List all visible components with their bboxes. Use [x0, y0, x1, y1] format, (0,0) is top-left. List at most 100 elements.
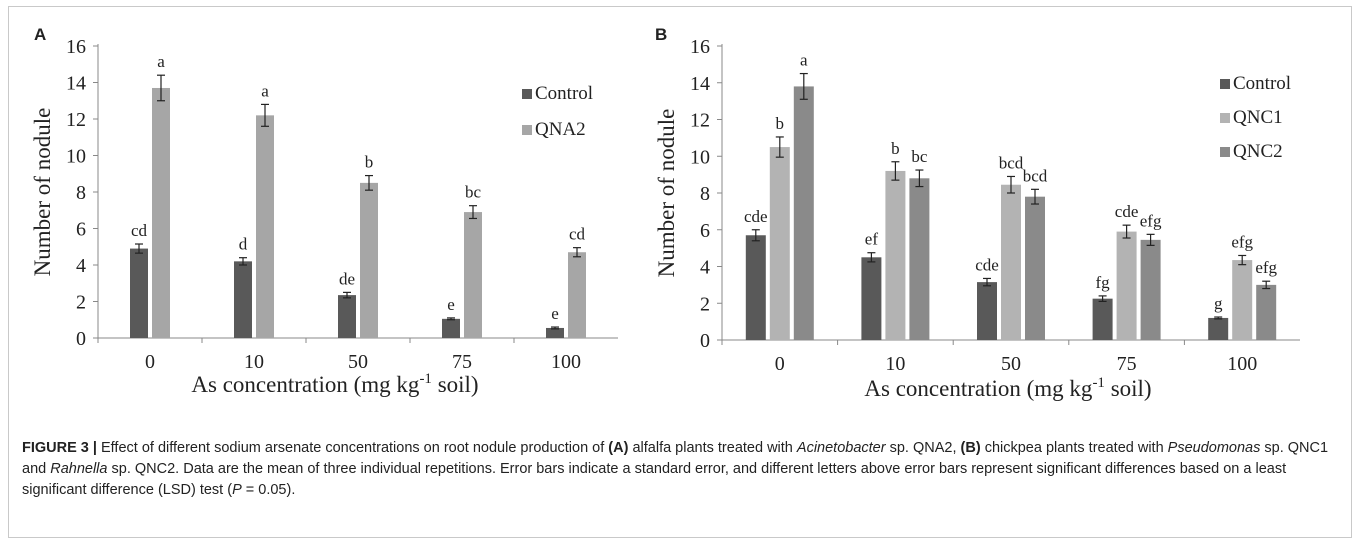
- caption-text: chickpea plants treated with: [980, 440, 1168, 456]
- significance-label: a: [800, 51, 808, 70]
- y-tick-label: 12: [66, 109, 86, 131]
- significance-label: b: [365, 153, 374, 172]
- significance-label: bc: [465, 183, 482, 202]
- caption-lead: FIGURE 3 |: [22, 440, 97, 456]
- bar: [338, 295, 356, 338]
- significance-label: cde: [1115, 202, 1139, 221]
- significance-label: bcd: [999, 153, 1024, 172]
- significance-label: fg: [1096, 273, 1111, 292]
- y-tick-label: 16: [66, 36, 86, 58]
- significance-label: efg: [1140, 211, 1162, 230]
- bar: [234, 261, 252, 338]
- figure-frame: [8, 6, 1352, 538]
- x-tick-label: 75: [1117, 353, 1137, 375]
- chart-a: A02468101214160cda10da50deb75ebc100ecdCo…: [30, 25, 1300, 401]
- caption-species: Pseudomonas: [1167, 440, 1261, 456]
- significance-label: b: [891, 139, 900, 158]
- significance-label: e: [551, 304, 559, 323]
- caption-text: sp. QNC2. Data are the mean of three ind…: [22, 461, 1287, 498]
- x-tick-label: 75: [452, 351, 472, 373]
- bar: [1208, 317, 1229, 340]
- significance-label: d: [239, 235, 248, 254]
- significance-label: efg: [1255, 258, 1277, 277]
- significance-label: b: [776, 114, 785, 133]
- x-axis-title-superscript: -1: [1092, 375, 1105, 391]
- legend-swatch: [1220, 147, 1230, 157]
- x-axis-title-text: soil): [432, 372, 479, 397]
- x-tick-label: 100: [551, 351, 581, 373]
- x-axis-title-text: soil): [1105, 376, 1152, 401]
- x-axis-title: As concentration (mg kg-1 soil): [191, 371, 478, 397]
- bar: [568, 252, 586, 338]
- caption-p-symbol: P: [232, 482, 242, 498]
- x-tick-label: 0: [775, 353, 785, 375]
- caption-text: alfalfa plants treated with: [628, 440, 797, 456]
- panel-letter: A: [34, 25, 46, 44]
- significance-label: g: [1214, 294, 1223, 313]
- x-axis-title-superscript: -1: [419, 371, 432, 387]
- y-tick-label: 0: [700, 330, 710, 352]
- bar: [442, 318, 460, 338]
- y-tick-label: 10: [690, 146, 710, 168]
- legend-label: QNC2: [1233, 141, 1283, 162]
- bar: [130, 248, 148, 338]
- bar: [256, 115, 274, 338]
- caption-ref-a: (A): [608, 440, 629, 456]
- y-tick-label: 0: [76, 328, 86, 350]
- y-tick-label: 8: [700, 183, 710, 205]
- y-tick-label: 16: [690, 36, 710, 58]
- bar: [769, 147, 790, 340]
- bar: [546, 327, 564, 338]
- legend-label: Control: [1233, 73, 1291, 94]
- x-tick-label: 100: [1227, 353, 1257, 375]
- panel-letter: B: [655, 25, 667, 44]
- caption-text: = 0.05).: [241, 482, 296, 498]
- y-tick-label: 8: [76, 182, 86, 204]
- y-axis-title: Number of nodule: [654, 109, 679, 278]
- significance-label: a: [261, 81, 269, 100]
- bar: [745, 235, 766, 340]
- significance-label: a: [157, 52, 165, 71]
- bar: [152, 87, 170, 338]
- y-tick-label: 2: [700, 293, 710, 315]
- bar: [1140, 239, 1161, 340]
- x-tick-label: 0: [145, 351, 155, 373]
- significance-label: efg: [1231, 232, 1253, 251]
- y-axis-title: Number of nodule: [30, 108, 55, 277]
- bar: [793, 86, 814, 340]
- y-tick-label: 4: [76, 255, 86, 277]
- y-tick-label: 4: [700, 257, 710, 279]
- bar: [909, 178, 930, 340]
- x-axis-title-text: As concentration (mg kg: [864, 376, 1093, 401]
- x-tick-label: 50: [348, 351, 368, 373]
- significance-label: cde: [744, 207, 768, 226]
- caption-text: Effect of different sodium arsenate conc…: [96, 440, 609, 456]
- figure-caption: FIGURE 3 | Effect of different sodium ar…: [22, 438, 1342, 501]
- significance-label: ef: [865, 230, 879, 249]
- x-axis-title: As concentration (mg kg-1 soil): [864, 375, 1151, 401]
- bar: [1025, 196, 1045, 340]
- legend-swatch: [522, 125, 532, 135]
- bar: [977, 282, 997, 340]
- y-tick-label: 2: [76, 292, 86, 314]
- x-tick-label: 10: [244, 351, 264, 373]
- x-axis-title-text: As concentration (mg kg: [191, 372, 420, 397]
- y-tick-label: 6: [76, 219, 86, 241]
- x-tick-label: 50: [1001, 353, 1021, 375]
- significance-label: de: [339, 269, 355, 288]
- bar: [1232, 260, 1253, 340]
- significance-label: cd: [569, 225, 586, 244]
- legend-label: QNA2: [535, 119, 586, 140]
- bar: [861, 257, 882, 340]
- significance-label: cd: [131, 221, 148, 240]
- caption-species: Acinetobacter: [796, 440, 886, 456]
- significance-label: e: [447, 295, 455, 314]
- bar: [360, 182, 378, 338]
- y-tick-label: 14: [66, 73, 86, 95]
- bar: [885, 170, 906, 340]
- caption-species: Rahnella: [50, 461, 108, 477]
- x-tick-label: 10: [885, 353, 905, 375]
- legend-label: Control: [535, 83, 593, 104]
- legend-label: QNC1: [1233, 107, 1283, 128]
